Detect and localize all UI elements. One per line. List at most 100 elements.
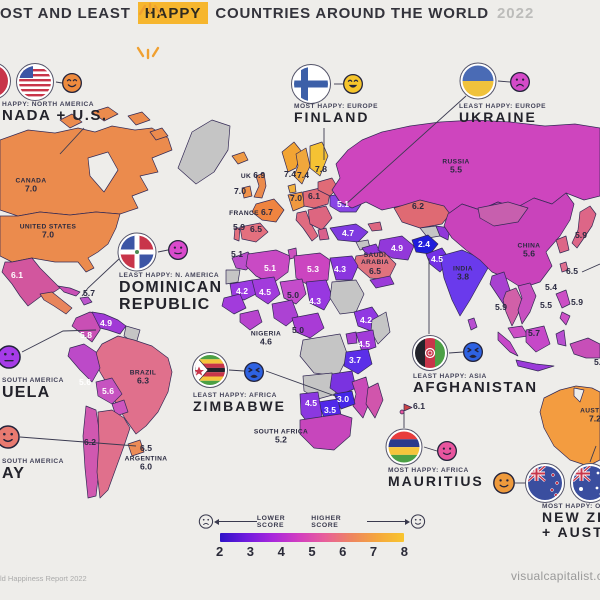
country-egypt xyxy=(329,255,359,281)
tick-6: 6 xyxy=(339,544,347,559)
country-taiwan xyxy=(559,261,569,273)
callout-lines xyxy=(19,80,600,484)
page-title: OST AND LEAST HAPPY COUNTRIES AROUND THE… xyxy=(0,0,534,26)
smiley-orange-icon xyxy=(493,472,515,494)
title-year: 2022 xyxy=(496,4,535,22)
callout-category: LEAST HAPPY: N. AMERICA xyxy=(119,272,220,279)
arctic-island xyxy=(91,106,119,122)
country-somalia xyxy=(370,311,391,345)
sad-face-outline-icon xyxy=(198,514,214,529)
country-greece xyxy=(317,227,330,241)
callout-category: MOST HAPPY: OC xyxy=(542,503,600,510)
country-philippines xyxy=(555,289,571,309)
callout-country-name: MAURITIUS xyxy=(388,473,484,489)
country-argentina xyxy=(96,409,131,499)
country-mauritius xyxy=(399,409,405,415)
country-france xyxy=(251,198,285,223)
callout-zimbabwe: LEAST HAPPY: AFRICA ZIMBABWE xyxy=(193,392,286,414)
country-nigeria xyxy=(271,299,299,327)
country-niger xyxy=(279,278,307,305)
country-tanzania xyxy=(343,348,373,375)
arctic-island xyxy=(149,127,169,141)
country-peru xyxy=(67,343,101,383)
country-new-guinea xyxy=(569,337,600,359)
country-australia xyxy=(539,385,600,467)
balkans xyxy=(307,205,333,231)
smiley-sad-magenta-icon xyxy=(510,72,530,92)
smiley-orange-icon xyxy=(62,73,82,93)
legend-lower-label: LOWER SCORE xyxy=(256,514,286,529)
yemen-oman xyxy=(369,275,395,289)
country-sudan xyxy=(329,279,365,315)
site-link[interactable]: visualcapitalist.c xyxy=(511,569,600,583)
country-chile xyxy=(82,405,101,499)
callout-category: SOUTH AMERICA xyxy=(2,377,64,384)
arctic-island xyxy=(59,113,83,129)
ghana-ivory-coast xyxy=(239,309,263,331)
country-turkey xyxy=(329,223,369,243)
country-vietnam xyxy=(517,282,537,325)
country-mozambique xyxy=(351,376,372,419)
gulf-of-carpentaria xyxy=(573,387,585,403)
tick-5: 5 xyxy=(308,544,316,559)
canada-flag-icon xyxy=(0,65,8,97)
new-zealand-flag-icon xyxy=(528,466,562,500)
zimbabwe-flag-icon xyxy=(192,352,228,388)
cameroon-car xyxy=(291,312,325,339)
callout-category: MOST HAPPY: AFRICA xyxy=(388,467,469,474)
smiley-neutral-magenta-icon xyxy=(168,240,188,260)
callout-category: MOST HAPPY: EUROPE xyxy=(294,103,378,110)
score-legend: LOWER SCORE HIGHER SCORE 2 3 4 5 6 7 8 xyxy=(198,513,426,559)
callout-category: LEAST HAPPY: ASIA xyxy=(413,373,487,380)
country-java xyxy=(515,359,555,372)
caucasus xyxy=(367,221,383,232)
afghanistan-flag-icon xyxy=(412,335,448,371)
country-kenya xyxy=(355,329,377,353)
callout-venezuela: SOUTH AMERICA UELA xyxy=(2,377,64,401)
title-suffix: COUNTRIES AROUND THE WORLD xyxy=(215,4,489,22)
country-uruguay xyxy=(127,439,145,457)
higher-arrow xyxy=(367,518,411,525)
country-venezuela xyxy=(91,311,127,335)
country-drc xyxy=(299,333,349,377)
smiley-angry-blue-icon xyxy=(244,362,264,382)
country-mali xyxy=(251,276,281,305)
country-spain xyxy=(239,222,269,243)
country-bolivia xyxy=(95,377,123,405)
central-america xyxy=(39,291,73,315)
country-thailand xyxy=(502,287,523,327)
callout-country-name: + AUSTR xyxy=(542,524,600,541)
callout-dominican-republic: LEAST HAPPY: N. AMERICA DOMINICAN REPUBL… xyxy=(119,272,222,314)
source-attribution: ld Happiness Report 2022 xyxy=(0,574,87,583)
country-malaysia xyxy=(507,325,529,339)
finland-flag-icon xyxy=(291,64,331,104)
callout-country-name: DOMINICAN xyxy=(119,279,223,296)
callout-country-name: UELA xyxy=(2,384,51,401)
usa-flag-icon xyxy=(19,66,51,98)
country-algeria xyxy=(245,249,291,285)
callout-country-name: FINLAND xyxy=(294,109,370,125)
country-finland xyxy=(309,141,329,177)
title-highlight: HAPPY xyxy=(137,2,209,24)
country-cuba xyxy=(57,285,81,297)
callout-category: HAPPY: NORTH AMERICA xyxy=(2,101,95,108)
country-chad xyxy=(305,279,333,311)
arctic-island xyxy=(127,111,151,126)
callout-north-america: HAPPY: NORTH AMERICA NADA + U.S. xyxy=(2,101,108,124)
western-sahara xyxy=(225,269,241,285)
smiley-pink-icon xyxy=(437,441,457,461)
dominican-republic-flag-icon xyxy=(117,232,157,272)
country-greenland xyxy=(177,119,231,185)
country-sri-lanka xyxy=(467,317,478,331)
tick-7: 7 xyxy=(369,544,378,559)
callout-category: LEAST HAPPY: EUROPE xyxy=(459,103,547,110)
mauritius-flag-icon xyxy=(385,428,423,466)
callout-country-name: AY xyxy=(2,465,26,482)
color-scale-bar xyxy=(220,533,404,542)
callout-north-america-icons xyxy=(0,63,54,101)
country-germany xyxy=(287,191,306,212)
tick-4: 4 xyxy=(277,544,285,559)
callout-country-name: REPUBLIC xyxy=(119,296,211,314)
